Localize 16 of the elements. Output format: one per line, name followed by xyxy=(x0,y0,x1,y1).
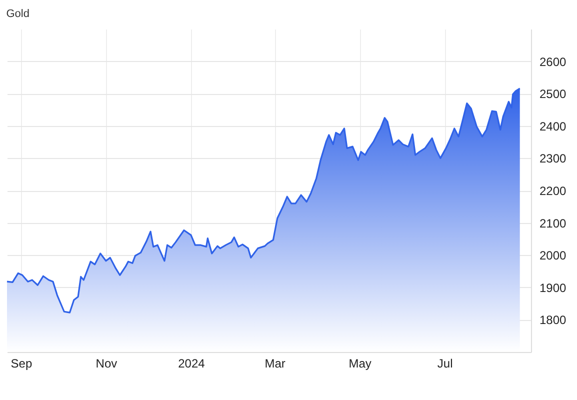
y-tick-label: 2200 xyxy=(540,184,567,198)
y-tick-label: 2500 xyxy=(540,87,567,102)
y-tick-label: 2400 xyxy=(540,119,567,134)
x-tick-label: May xyxy=(348,356,372,370)
x-tick-label: 2024 xyxy=(178,356,206,370)
chart-title: Gold xyxy=(6,8,30,20)
y-tick-label: 1800 xyxy=(540,313,567,328)
x-tick-label: Nov xyxy=(96,356,118,370)
x-tick-label: Mar xyxy=(264,356,286,370)
y-tick-label: 2300 xyxy=(540,152,567,166)
y-tick-label: 2000 xyxy=(540,248,567,263)
x-tick-label: Sep xyxy=(10,356,32,370)
x-tick-label: Jul xyxy=(437,356,453,370)
y-tick-label: 2100 xyxy=(540,216,567,230)
y-tick-label: 1900 xyxy=(540,280,567,295)
y-tick-label: 2600 xyxy=(540,54,567,69)
